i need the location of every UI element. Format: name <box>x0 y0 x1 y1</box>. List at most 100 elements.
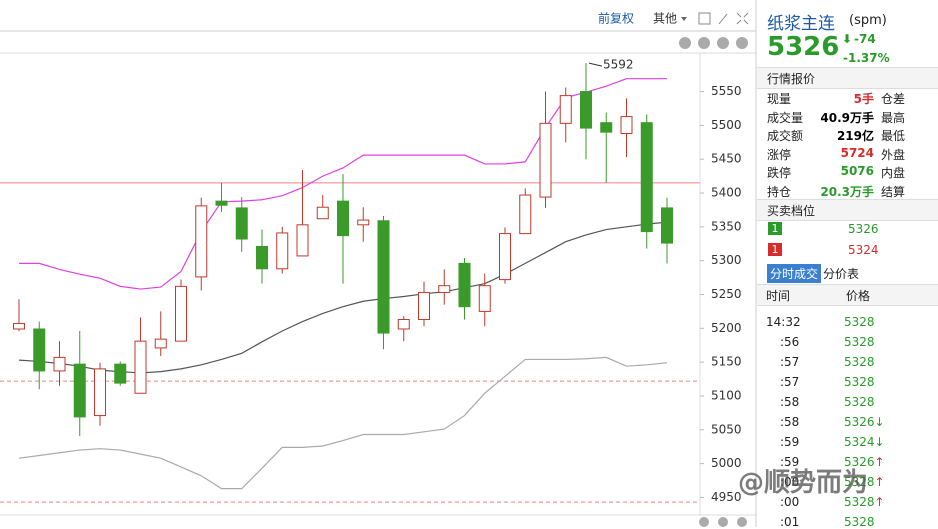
y-tick-label: 5250 <box>711 287 742 301</box>
y-tick-label: 5150 <box>711 355 742 369</box>
row-value: 5手 <box>853 92 874 106</box>
candle-body <box>519 194 532 235</box>
trade-price: 5328 <box>844 375 875 389</box>
level-badge: 1 <box>768 243 782 256</box>
trade-time: 14:32 <box>766 315 801 329</box>
row-label: 仓差 <box>881 92 906 106</box>
candle-body <box>397 319 410 330</box>
tab[interactable]: 分价表 <box>823 267 860 281</box>
y-tick-label: 5450 <box>711 152 742 166</box>
y-tick-label: 5300 <box>711 253 742 267</box>
candle-body <box>114 363 127 384</box>
y-tick-label: 4950 <box>711 490 742 504</box>
candle-body <box>661 207 673 244</box>
trade-time: :59 <box>780 435 800 449</box>
column-header: 时间 <box>766 289 791 303</box>
row-value: 5076 <box>840 164 874 178</box>
level-price: 5324 <box>848 243 879 257</box>
y-tick-label: 5000 <box>711 456 742 470</box>
last-price: 5326 <box>767 32 840 62</box>
table-header <box>757 284 938 306</box>
row-label: 外盘 <box>881 147 906 162</box>
candle-body <box>418 291 430 321</box>
section-title: 行情报价 <box>767 72 816 86</box>
trade-price: 5324↓ <box>844 435 885 449</box>
candle-body <box>235 207 248 240</box>
y-tick-label: 5350 <box>711 219 742 233</box>
row-label: 内盘 <box>881 166 906 180</box>
trade-price: 5328 <box>844 355 875 369</box>
candle-body <box>539 122 552 198</box>
row-value: 219亿 <box>836 129 874 143</box>
candle-body <box>377 220 390 334</box>
down-arrow: ⬇ <box>842 32 853 46</box>
instrument-name: 纸浆主连 <box>767 14 835 34</box>
candle-body <box>33 328 46 372</box>
trade-time: :57 <box>780 375 800 389</box>
candle-body <box>620 116 633 134</box>
candle-body <box>499 233 511 281</box>
panel-icons[interactable] <box>679 37 748 527</box>
price-change-pct: -1.37% <box>843 51 890 65</box>
row-label: 涨停 <box>767 147 792 162</box>
trade-price: 5328 <box>844 395 875 409</box>
candle-body <box>438 285 451 293</box>
tab[interactable]: 分时成交 <box>767 264 822 283</box>
section-header <box>757 67 938 89</box>
row-value: 40.9万手 <box>820 110 874 125</box>
candle-body <box>256 245 268 270</box>
candle-body <box>94 368 106 417</box>
trade-time: :57 <box>780 355 800 369</box>
dropdown-icon <box>681 17 687 21</box>
candle-body <box>215 200 228 206</box>
instrument-code: (spm) <box>849 13 887 28</box>
trade-price: 5328↑ <box>844 475 885 489</box>
row-label: 持仓 <box>767 184 792 199</box>
trade-time: :58 <box>780 395 800 409</box>
candle-body <box>316 206 329 220</box>
max-label: 5592 <box>603 58 634 72</box>
watermark: @顺势而为 <box>738 468 869 498</box>
candle-body <box>357 219 370 226</box>
candle-body <box>13 323 25 330</box>
section-title: 买卖档位 <box>767 204 816 218</box>
band-line <box>18 221 668 374</box>
band-line <box>19 78 667 290</box>
band-line <box>18 356 668 490</box>
y-tick-label: 5500 <box>711 118 742 132</box>
trade-price: 5328 <box>844 335 875 349</box>
trade-price: 5328 <box>844 515 875 529</box>
candle-body <box>458 262 471 308</box>
trade-time: :59 <box>780 455 800 469</box>
trade-price: 5328 <box>844 315 875 329</box>
row-value: 5724 <box>840 145 874 160</box>
trade-time: :56 <box>780 335 800 349</box>
trade-price: 5326↓ <box>844 415 885 429</box>
candle-body <box>337 200 349 237</box>
candle-body <box>195 205 208 278</box>
candle-body <box>175 285 187 342</box>
trade-price: 5328↑ <box>844 495 885 509</box>
toolbar-icons[interactable] <box>698 12 749 25</box>
trade-time: :01 <box>780 515 800 529</box>
candle-body <box>296 224 309 257</box>
candle-body <box>73 363 86 418</box>
chart: 前复权 其他 4950 5000 5050 5100 5150 5200 5250 5300 5… <box>0 0 757 527</box>
trade-time: :00 <box>780 475 800 489</box>
candle-body <box>640 122 653 233</box>
row-value: 20.3万手 <box>820 184 874 199</box>
y-tick-label: 5100 <box>711 388 742 402</box>
candle-body <box>154 338 167 349</box>
y-tick-label: 5550 <box>711 84 742 98</box>
toolbar-item[interactable]: 前复权 <box>598 11 634 26</box>
level-badge: 1 <box>768 222 782 235</box>
price-change: -74 <box>854 32 876 46</box>
toolbar-item[interactable]: 其他 <box>653 12 677 26</box>
section-header <box>757 199 938 221</box>
candle-body <box>134 340 147 394</box>
trade-price: 5326↑ <box>844 455 885 469</box>
candle-body <box>53 356 66 372</box>
row-label: 最低 <box>881 129 906 143</box>
row-label: 现量 <box>767 92 792 106</box>
